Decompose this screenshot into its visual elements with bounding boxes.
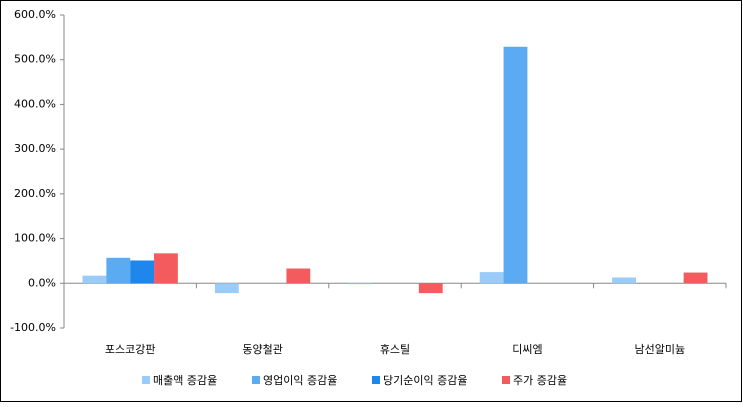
legend-swatch — [142, 376, 150, 384]
y-tick-label: 0.0% — [28, 276, 56, 289]
y-tick-label: 500.0% — [14, 53, 56, 66]
y-tick-label: 200.0% — [14, 187, 56, 200]
bar — [347, 283, 372, 285]
x-tick-label: 포스코강판 — [105, 343, 156, 356]
y-tick-label: 100.0% — [14, 232, 56, 245]
x-tick-label: 휴스틸 — [380, 343, 410, 356]
bar — [286, 268, 311, 284]
bar — [418, 283, 443, 294]
bar — [214, 283, 239, 294]
bar — [479, 272, 504, 284]
legend-label: 주가 증감율 — [513, 374, 567, 387]
bar — [612, 277, 636, 284]
bar — [82, 275, 107, 284]
x-tick-label: 동양철관 — [242, 343, 282, 356]
y-tick-label: 400.0% — [14, 97, 56, 110]
x-tick-label: 남선알미늄 — [634, 342, 685, 356]
bar — [154, 253, 178, 284]
y-tick-label: 600.0% — [14, 8, 56, 21]
legend-swatch — [502, 376, 510, 384]
bar — [130, 260, 155, 284]
legend-swatch — [372, 376, 380, 384]
y-tick-label: 300.0% — [14, 142, 56, 155]
legend-label: 영업이익 증감율 — [263, 374, 337, 387]
legend-label: 당기순이익 증감율 — [383, 374, 467, 387]
bar — [106, 257, 131, 284]
legend-label: 매출액 증감율 — [153, 374, 217, 387]
bar — [683, 272, 708, 284]
x-tick-label: 디씨엠 — [512, 343, 542, 356]
bar — [503, 46, 528, 284]
legend-swatch — [252, 376, 260, 384]
y-tick-label: -100.0% — [10, 321, 56, 334]
